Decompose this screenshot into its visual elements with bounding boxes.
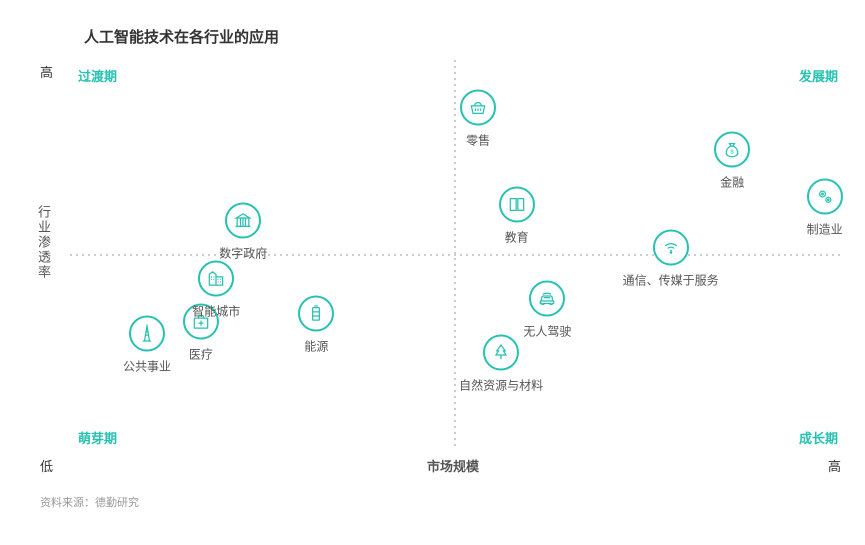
gears-icon — [807, 179, 843, 215]
chart-title: 人工智能技术在各行业的应用 — [84, 26, 279, 47]
wifi-icon — [653, 229, 689, 265]
svg-text:$: $ — [731, 150, 735, 156]
node-label: 公共事业 — [123, 357, 171, 374]
y-axis-high: 高 — [40, 62, 53, 81]
basket-icon — [460, 89, 496, 125]
quadrant-label: 成长期 — [799, 428, 838, 447]
source-text: 资料来源：德勤研究 — [40, 494, 139, 510]
moneybag-icon: $ — [714, 132, 750, 168]
node-natural-resources: 自然资源与材料 — [459, 335, 543, 394]
tower-icon — [129, 315, 165, 351]
buildings-icon — [198, 261, 234, 297]
x-axis-high: 高 — [828, 456, 841, 475]
battery-icon — [298, 296, 334, 332]
node-label: 零售 — [460, 131, 496, 148]
node-telecom-media: 通信、传媒于服务 — [623, 229, 719, 288]
y-axis-low: 低 — [40, 456, 53, 475]
node-label: 金融 — [714, 174, 750, 191]
node-label: 能源 — [298, 338, 334, 355]
node-label: 通信、传媒于服务 — [623, 271, 719, 288]
gov-icon — [225, 202, 261, 238]
quadrant-label: 发展期 — [799, 66, 838, 85]
quadrant-label: 过渡期 — [78, 66, 117, 85]
node-label: 智能城市 — [192, 303, 240, 320]
node-label: 教育 — [499, 229, 535, 246]
y-axis-title: 行业渗透率 — [34, 205, 53, 280]
x-axis-title: 市场规模 — [427, 456, 479, 475]
node-label: 医疗 — [183, 346, 219, 363]
node-finance: $ 金融 — [714, 132, 750, 191]
node-digital-gov: 数字政府 — [219, 202, 267, 261]
node-manufacturing: 制造业 — [807, 179, 843, 238]
quadrant-label: 萌芽期 — [78, 428, 117, 447]
quadrant-midlines — [70, 60, 840, 450]
node-education: 教育 — [499, 187, 535, 246]
car-icon — [529, 280, 565, 316]
book-icon — [499, 187, 535, 223]
node-label: 无人驾驶 — [523, 322, 571, 339]
node-public-utilities: 公共事业 — [123, 315, 171, 374]
chart-area: 公共事业医疗 智能城市 数字政府能源 零售教育自然资源与材料 无人驾驶 通信、传媒于服务 $… — [70, 60, 840, 450]
node-label: 制造业 — [807, 221, 843, 238]
node-energy: 能源 — [298, 296, 334, 355]
node-label: 自然资源与材料 — [459, 377, 543, 394]
node-autonomous-driving: 无人驾驶 — [523, 280, 571, 339]
node-retail: 零售 — [460, 89, 496, 148]
tree-icon — [483, 335, 519, 371]
node-smart-city: 智能城市 — [192, 261, 240, 320]
node-label: 数字政府 — [219, 244, 267, 261]
